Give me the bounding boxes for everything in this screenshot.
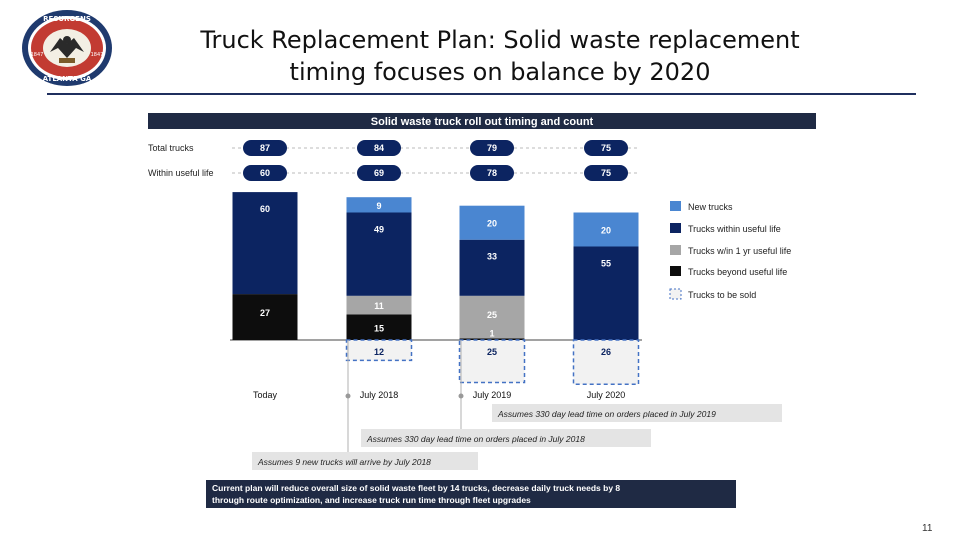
legend-label: New trucks — [688, 202, 733, 212]
annotation-callout — [361, 429, 651, 447]
summary-pill — [470, 165, 514, 181]
timeline-dot-2018 — [345, 393, 351, 399]
bar-segment-new — [573, 212, 639, 247]
legend-label: Trucks w/in 1 yr useful life — [688, 246, 791, 256]
chart-title: Solid waste truck roll out timing and co… — [371, 116, 594, 128]
summary-pill-value: 78 — [487, 168, 497, 178]
bar-data-label: 60 — [260, 204, 270, 214]
annotation-text: Assumes 330 day lead time on orders plac… — [497, 409, 716, 419]
legend-label: Trucks to be sold — [688, 290, 756, 300]
seal-year-right: 1847 — [91, 52, 104, 58]
annotation-text: Assumes 330 day lead time on orders plac… — [366, 434, 585, 444]
legend-swatch-near — [670, 245, 681, 255]
summary-pill — [470, 140, 514, 156]
sold-data-label: 26 — [601, 347, 611, 357]
bar-data-label: 27 — [260, 308, 270, 318]
bar-data-label: 9 — [376, 201, 381, 211]
summary-pill — [243, 140, 287, 156]
bar-segment-new — [459, 205, 525, 240]
summary-pill — [243, 165, 287, 181]
bar-data-label: 15 — [374, 323, 384, 333]
sold-data-label: 25 — [487, 347, 497, 357]
x-tick-label: July 2020 — [587, 390, 626, 400]
slide-title-line-1: Truck Replacement Plan: Solid waste repl… — [200, 26, 800, 54]
bar-segment-within — [459, 239, 525, 296]
bar-segment-to-be-sold — [345, 339, 413, 362]
city-seal-logo: RESURGENS ATLANTA GA 1847 1847 — [22, 10, 112, 86]
legend-label: Trucks beyond useful life — [688, 267, 787, 277]
bar-data-label: 20 — [601, 226, 611, 236]
annotation-text: Assumes 9 new trucks will arrive by July… — [257, 457, 431, 467]
summary-pill-value: 75 — [601, 168, 611, 178]
slide-title: Truck Replacement Plan: Solid waste repl… — [150, 24, 850, 88]
sold-data-label: 12 — [374, 347, 384, 357]
bar-data-label: 1 — [489, 328, 494, 338]
summary-pill-value: 60 — [260, 168, 270, 178]
summary-pill — [357, 165, 401, 181]
bar-segment-beyond — [232, 294, 298, 340]
seal-year-left: 1847 — [31, 52, 44, 58]
summary-pill — [584, 140, 628, 156]
bar-segment-within — [573, 246, 639, 340]
summary-pill — [584, 165, 628, 181]
bar-data-label: 55 — [601, 259, 611, 269]
summary-pill-value: 75 — [601, 143, 611, 153]
footer-note-line-1: Current plan will reduce overall size of… — [212, 483, 620, 493]
x-tick-label: July 2019 — [473, 390, 512, 400]
legend-label: Trucks within useful life — [688, 224, 781, 234]
bar-data-label: 25 — [487, 310, 497, 320]
summary-pill-value: 69 — [374, 168, 384, 178]
bar-segment-near — [459, 295, 525, 339]
annotation-callout — [492, 404, 782, 422]
seal-top-text: RESURGENS — [43, 15, 91, 23]
summary-pill-value: 79 — [487, 143, 497, 153]
timeline-dot-2019 — [458, 393, 464, 399]
page-number: 11 — [922, 523, 933, 534]
bar-data-label: 11 — [374, 301, 384, 311]
bar-data-label: 33 — [487, 252, 497, 262]
legend-swatch-beyond — [670, 266, 681, 276]
bar-segment-to-be-sold — [458, 339, 526, 384]
footer-note-box — [206, 480, 736, 508]
summary-row-label: Total trucks — [148, 143, 194, 153]
footer-note-line-2: through route optimization, and increase… — [212, 495, 531, 505]
bar-segment-beyond — [459, 338, 525, 340]
x-tick-label: July 2018 — [360, 390, 399, 400]
summary-pill-value: 84 — [374, 143, 384, 153]
summary-pill — [357, 140, 401, 156]
legend-swatch-to-be-sold — [669, 288, 682, 300]
bar-data-label: 49 — [374, 225, 384, 235]
bar-segment-near — [346, 295, 412, 315]
bar-segment-new — [346, 197, 412, 213]
x-tick-label: Today — [253, 390, 278, 400]
title-divider — [47, 93, 916, 95]
summary-row-label: Within useful life — [148, 168, 214, 178]
bar-segment-within — [232, 192, 298, 295]
chart-header-bar — [148, 113, 816, 129]
seal-bottom-text: ATLANTA GA — [43, 75, 92, 83]
summary-pill-value: 87 — [260, 143, 270, 153]
slide-title-line-2: timing focuses on balance by 2020 — [289, 58, 711, 86]
legend-swatch-within — [670, 223, 681, 233]
legend-swatch-new — [670, 201, 681, 211]
bar-segment-within — [346, 212, 412, 296]
annotation-callout — [252, 452, 478, 470]
bar-data-label: 20 — [487, 219, 497, 229]
bar-segment-to-be-sold — [572, 339, 640, 385]
bar-segment-beyond — [346, 314, 412, 340]
